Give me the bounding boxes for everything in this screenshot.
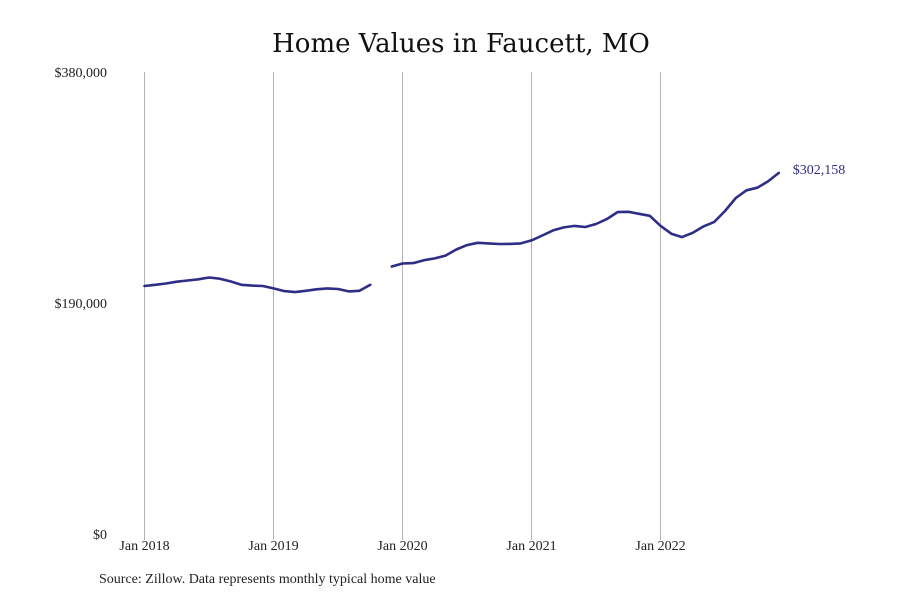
x-tick-label: Jan 2022 <box>635 539 685 554</box>
y-axis: $0 $190,000 $380,000 <box>55 66 108 543</box>
x-tick-label: Jan 2019 <box>248 539 298 554</box>
grid-layer <box>144 72 661 540</box>
y-tick-label: $0 <box>93 528 107 543</box>
series-line-segment <box>143 276 372 294</box>
x-tick-label: Jan 2021 <box>506 539 556 554</box>
source-note: Source: Zillow. Data represents monthly … <box>99 572 436 587</box>
chart-title: Home Values in Faucett, MO <box>272 29 650 59</box>
series-line-segment <box>390 171 781 268</box>
x-axis: Jan 2018 Jan 2019 Jan 2020 Jan 2021 Jan 2022 <box>119 539 685 554</box>
x-tick-label: Jan 2020 <box>377 539 427 554</box>
end-value-label: $302,158 <box>793 163 846 178</box>
y-tick-label: $380,000 <box>55 66 108 81</box>
series-layer: $302,158 <box>143 163 846 294</box>
y-tick-label: $190,000 <box>55 297 108 312</box>
x-tick-label: Jan 2018 <box>119 539 169 554</box>
